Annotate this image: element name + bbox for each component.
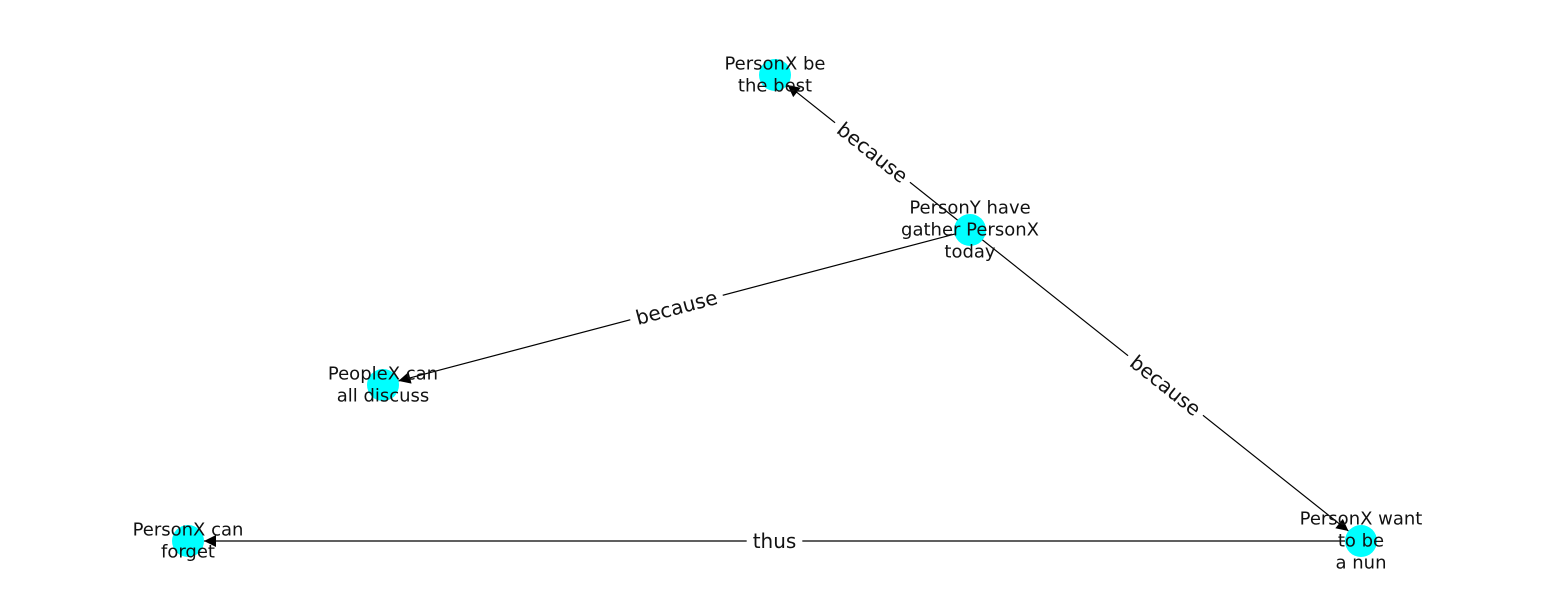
node-n5 <box>1345 525 1377 557</box>
node-label-line: forget <box>161 542 215 563</box>
node-n3 <box>367 369 399 401</box>
edge-label-group: because <box>826 111 919 194</box>
node-n2 <box>954 214 986 246</box>
edge-label: thus <box>753 529 797 553</box>
edge-label: because <box>1125 350 1205 421</box>
edge-label-group: thus <box>746 527 803 555</box>
edges-layer <box>204 84 1355 547</box>
nodes-layer <box>172 59 1377 557</box>
node-label-line: PersonY have <box>909 198 1030 219</box>
edge-label-background <box>826 111 919 194</box>
edge-label-background <box>746 527 803 555</box>
node-label-line: today <box>944 242 996 263</box>
node-label-line: PersonX want <box>1300 509 1423 530</box>
node-label-line: PersonX can <box>133 520 244 541</box>
node-n1 <box>759 59 791 91</box>
edge-label-group: because <box>1119 344 1212 427</box>
edge-label-background <box>1119 344 1212 427</box>
node-label-line: a nun <box>1336 553 1387 574</box>
node-n4 <box>172 525 204 557</box>
node-label-line: PersonX be <box>724 54 825 75</box>
node-label-line: all discuss <box>337 386 430 407</box>
edge-label-background <box>626 281 727 334</box>
node-label-line: the best <box>738 76 812 97</box>
edge-label: because <box>832 117 912 188</box>
node-label-line: gather PersonX <box>901 220 1039 241</box>
edge-label: because <box>633 285 720 330</box>
node-label-line: PeopleX can <box>328 364 438 385</box>
edge-label-group: because <box>626 281 727 334</box>
node-label-line: to be <box>1338 531 1384 552</box>
